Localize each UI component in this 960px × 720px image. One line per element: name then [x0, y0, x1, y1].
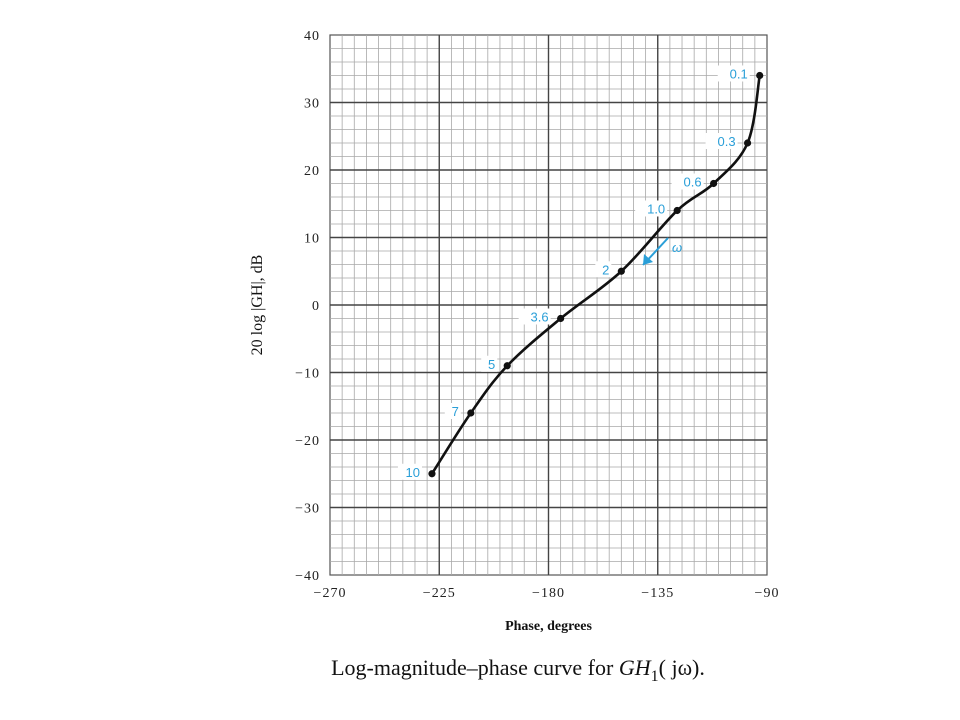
- point-label-bg: [705, 133, 738, 149]
- data-point: [467, 409, 475, 417]
- y-tick-label: 20: [304, 164, 320, 179]
- x-axis-ticks: −270 −225 −180 −135 −90: [314, 586, 780, 601]
- direction-arrow: ω: [642, 237, 682, 266]
- point-label-bg: [481, 355, 498, 372]
- x-tick-label: −225: [423, 586, 456, 601]
- point-label: 0.3: [717, 134, 735, 149]
- data-point: [743, 139, 752, 147]
- point-label-bg: [717, 65, 750, 82]
- data-points: 0.1 0.3 0.6 1.0 2 3.6 5 7 10: [397, 65, 764, 480]
- data-point: [503, 362, 511, 370]
- data-point: [756, 71, 764, 80]
- y-tick-label: 40: [304, 29, 320, 44]
- x-tick-label: −135: [641, 586, 674, 601]
- y-tick-label: 30: [304, 97, 320, 112]
- point-label-bg: [595, 261, 612, 278]
- point-label-bg: [671, 173, 704, 190]
- point-label: 5: [488, 357, 495, 372]
- y-tick-label: −40: [295, 569, 320, 584]
- x-tick-label: −180: [532, 586, 565, 601]
- point-label: 10: [405, 465, 419, 480]
- caption-fn: GH: [619, 655, 652, 680]
- x-tick-label: −270: [314, 586, 347, 601]
- y-axis-label: 20 log |GH|, dB: [249, 255, 266, 356]
- point-label: 2: [602, 262, 609, 277]
- omega-label: ω: [672, 240, 682, 255]
- x-axis-label: Phase, degrees: [505, 619, 592, 634]
- point-label-bg: [444, 403, 461, 419]
- point-label-bg: [518, 308, 551, 325]
- x-tick-label: −90: [755, 586, 780, 601]
- arrow-head: [643, 254, 653, 265]
- y-axis-ticks: 40 30 20 10 0 −10 −20 −30 −40: [295, 29, 320, 584]
- y-tick-label: −10: [295, 367, 320, 382]
- grid-major: [330, 35, 767, 575]
- point-label-bg: [635, 200, 668, 217]
- y-tick-label: −30: [295, 502, 320, 517]
- data-point: [673, 206, 681, 215]
- point-label: 1.0: [647, 202, 665, 217]
- point-label: 0.1: [730, 67, 748, 82]
- caption-arg: ( jω).: [659, 655, 705, 680]
- point-label: 0.6: [684, 175, 702, 190]
- data-point: [709, 179, 718, 188]
- chart-caption: Log-magnitude–phase curve for GH1( jω).: [331, 655, 705, 685]
- caption-prefix: Log-magnitude–phase curve for: [331, 655, 619, 680]
- y-tick-label: 0: [312, 299, 320, 314]
- point-label-bg: [397, 463, 422, 480]
- y-tick-label: −20: [295, 434, 320, 449]
- data-point: [617, 267, 625, 275]
- caption-sub: 1: [651, 668, 659, 685]
- data-point: [557, 314, 565, 323]
- y-tick-label: 10: [304, 232, 320, 247]
- point-label: 3.6: [531, 310, 549, 325]
- data-point: [428, 470, 436, 478]
- point-label: 7: [452, 404, 459, 419]
